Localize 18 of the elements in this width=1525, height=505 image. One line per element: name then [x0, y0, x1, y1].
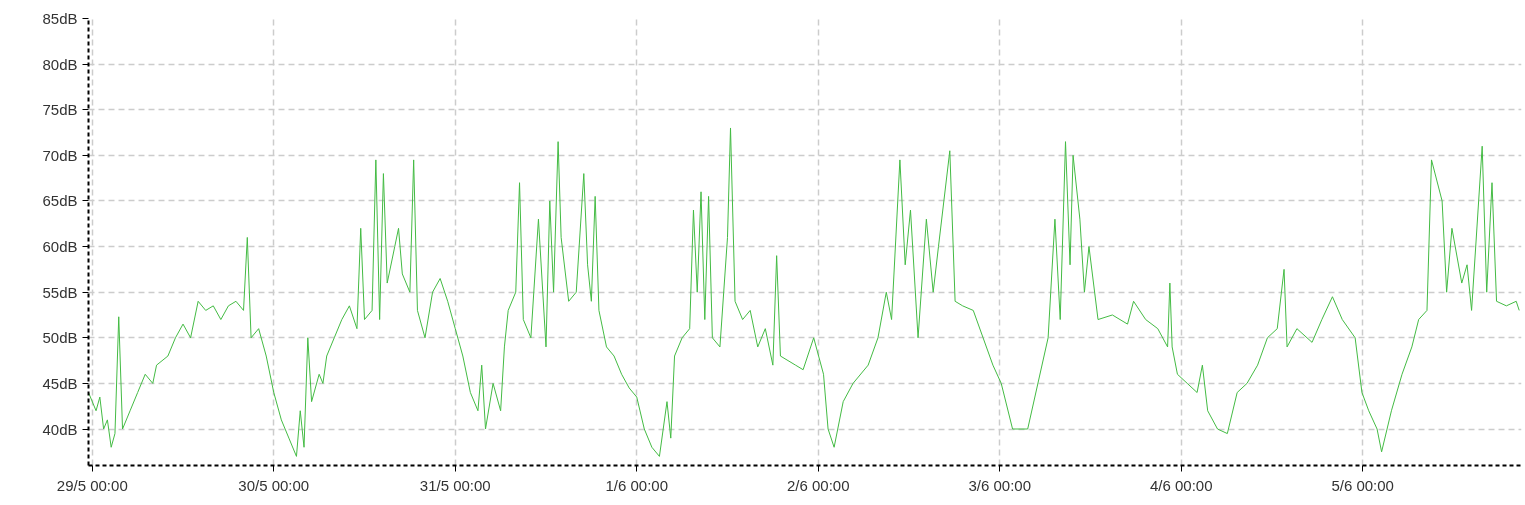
x-tick-label: 30/5 00:00 [238, 476, 310, 494]
x-tick-label: 4/6 00:00 [1149, 476, 1213, 494]
x-tick-label: 2/6 00:00 [786, 476, 850, 494]
x-tick-label: 3/6 00:00 [968, 476, 1032, 494]
y-tick-label: 50dB [42, 329, 78, 347]
y-tick-label: 70dB [42, 146, 78, 164]
y-tick-label: 85dB [42, 10, 78, 27]
y-tick-label: 75dB [42, 101, 78, 119]
x-tick-label: 5/6 00:00 [1331, 476, 1394, 494]
y-tick-label: 60dB [42, 238, 78, 256]
y-tick-label: 80dB [42, 55, 78, 73]
y-tick-label: 55dB [42, 283, 78, 301]
y-tick-label: 65dB [42, 192, 78, 210]
x-tick-label: 1/6 00:00 [605, 476, 669, 494]
y-tick-label: 45dB [42, 374, 78, 392]
y-tick-label: 40dB [42, 420, 78, 438]
x-tick-label: 31/5 00:00 [419, 476, 491, 494]
x-tick-label: 29/5 00:00 [56, 476, 128, 494]
